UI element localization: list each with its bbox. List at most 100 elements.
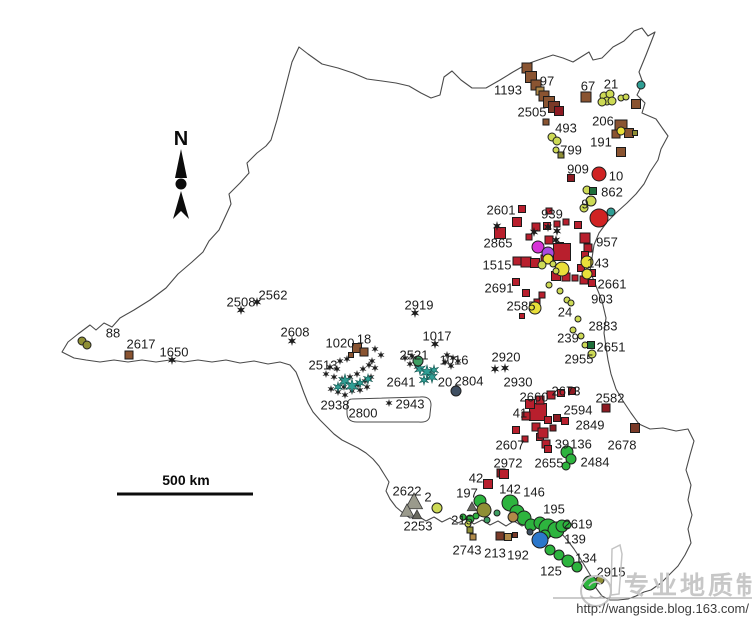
site-label: 2641 <box>387 375 416 390</box>
marker-square <box>583 243 593 253</box>
marker-star <box>371 345 379 353</box>
watermark-logo-stroke <box>610 543 623 596</box>
marker-square <box>546 390 556 400</box>
site-label: 42 <box>469 471 483 486</box>
site-label: 2582 <box>596 391 625 406</box>
marker-circle <box>476 502 492 518</box>
marker-square <box>544 235 554 245</box>
marker-circle <box>493 509 501 517</box>
marker-star <box>441 358 449 366</box>
site-label: 191 <box>590 135 612 150</box>
marker-star <box>356 386 364 394</box>
marker-square <box>553 243 571 261</box>
marker-square <box>549 424 557 432</box>
marker-triangle <box>411 509 423 520</box>
marker-star <box>447 362 455 370</box>
site-label: 206 <box>592 114 614 129</box>
marker-square <box>537 427 549 439</box>
site-label: 2 <box>424 490 431 505</box>
site-label: 2920 <box>492 350 521 365</box>
marker-square <box>518 205 526 213</box>
marker-square <box>495 531 505 541</box>
site-label: 2562 <box>259 288 288 303</box>
marker-star <box>490 364 500 374</box>
marker-square <box>579 232 591 244</box>
marker-square <box>469 533 477 541</box>
marker-square <box>512 278 520 286</box>
marker-star <box>336 357 344 365</box>
marker-square <box>561 417 569 425</box>
site-label: 2253 <box>404 519 433 534</box>
marker-circle <box>531 531 549 549</box>
marker-circle <box>569 326 577 334</box>
marker-star <box>552 226 562 236</box>
site-label: 2521 <box>400 348 429 363</box>
marker-star <box>341 391 349 399</box>
site-label: 88 <box>106 326 120 341</box>
marker-circle <box>450 385 462 397</box>
site-label: 139 <box>564 532 586 547</box>
marker-square <box>466 526 474 534</box>
site-label: 143 <box>587 256 609 271</box>
marker-star <box>327 385 335 393</box>
site-label: 2585 <box>507 299 536 314</box>
marker-square <box>512 217 522 227</box>
site-label: 2743 <box>453 543 482 558</box>
site-label: 2513 <box>309 358 338 373</box>
marker-square <box>631 99 641 109</box>
marker-square <box>567 174 575 182</box>
marker-star <box>410 308 420 318</box>
marker-star <box>343 355 351 363</box>
marker-circle <box>412 355 424 367</box>
marker-square <box>588 279 596 287</box>
site-label: 1020 <box>326 336 355 351</box>
marker-star <box>167 355 177 365</box>
site-label: 2660 <box>520 390 549 405</box>
marker-star <box>330 373 338 381</box>
marker-circle <box>526 528 534 536</box>
marker-square <box>562 218 570 226</box>
marker-star <box>401 354 409 362</box>
marker-circle <box>636 80 646 90</box>
site-label: 2619 <box>564 517 593 532</box>
marker-circle <box>556 287 564 295</box>
marker-square <box>519 313 525 319</box>
marker-star <box>428 363 440 377</box>
marker-star <box>377 351 385 359</box>
site-label: 2607 <box>496 438 525 453</box>
marker-circle <box>587 349 597 359</box>
marker-square <box>483 479 493 489</box>
marker-square <box>544 445 552 453</box>
marker-star <box>454 357 462 365</box>
site-label: 2972 <box>494 456 523 471</box>
marker-circle <box>549 260 557 268</box>
marker-star <box>332 380 344 394</box>
north-arrow-tail <box>173 191 189 219</box>
site-label: 939 <box>541 207 563 222</box>
marker-square <box>630 423 640 433</box>
marker-circle <box>544 544 556 556</box>
marker-circle <box>579 203 589 213</box>
marker-circle <box>528 301 542 315</box>
site-label: 2505 <box>518 105 547 120</box>
marker-star <box>333 365 341 373</box>
marker-star <box>443 351 451 359</box>
watermark-brand-text: 专业地质制图 <box>624 571 752 600</box>
marker-square <box>545 207 553 215</box>
site-label: 2804 <box>455 374 484 389</box>
marker-circle <box>553 549 565 561</box>
site-label: 2617 <box>127 337 156 352</box>
marker-triangle <box>399 503 415 517</box>
marker-star <box>408 352 416 360</box>
marker-circle <box>589 208 609 228</box>
site-label: 2661 <box>598 277 627 292</box>
marker-circle <box>537 260 547 270</box>
site-label: 909 <box>567 162 589 177</box>
marker-square <box>512 532 518 538</box>
marker-circle <box>597 97 607 107</box>
marker-square <box>571 274 579 282</box>
site-label: 142 <box>499 482 521 497</box>
